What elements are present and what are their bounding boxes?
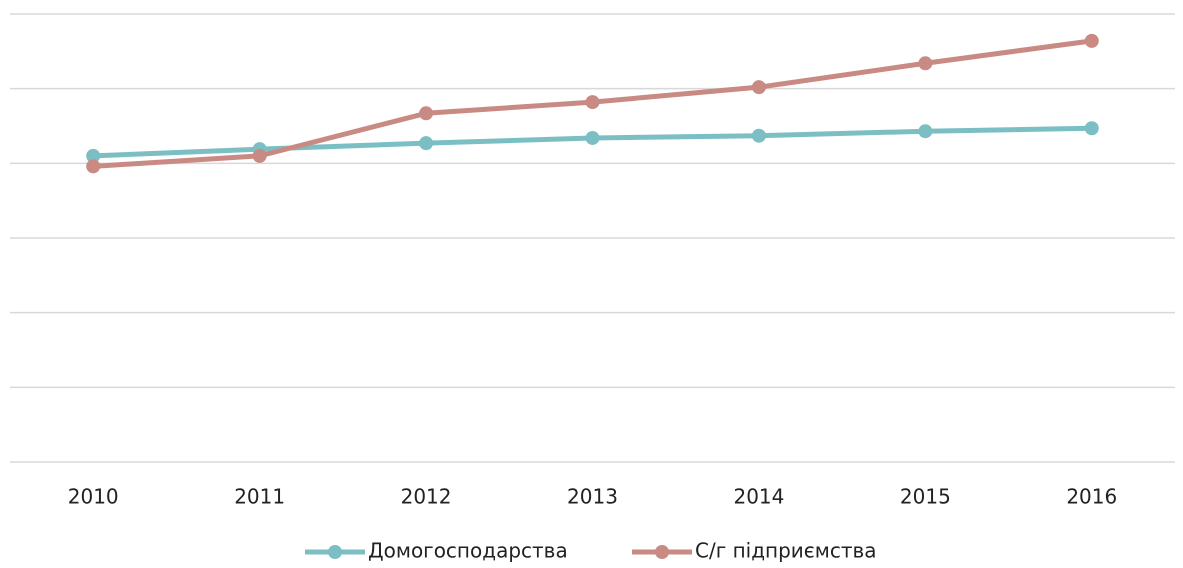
point <box>751 80 766 95</box>
x-tick-label: 2011 <box>234 485 285 509</box>
legend-marker <box>655 545 669 559</box>
point <box>419 106 434 121</box>
x-tick-label: 2012 <box>401 485 452 509</box>
x-tick-label: 2010 <box>68 485 119 509</box>
point <box>585 130 600 145</box>
point <box>751 128 766 143</box>
point <box>1084 33 1099 48</box>
point <box>918 56 933 71</box>
point <box>86 148 101 163</box>
x-tick-label: 2015 <box>900 485 951 509</box>
point <box>86 159 101 174</box>
point <box>419 136 434 151</box>
x-tick-label: 2016 <box>1066 485 1117 509</box>
legend-label: Домогосподарства <box>368 539 568 563</box>
x-tick-label: 2014 <box>733 485 784 509</box>
point <box>1084 121 1099 136</box>
legend-marker <box>328 545 342 559</box>
point <box>918 124 933 139</box>
point <box>585 95 600 110</box>
point <box>252 148 267 163</box>
legend-label: С/г підприємства <box>695 539 877 563</box>
x-tick-label: 2013 <box>567 485 618 509</box>
